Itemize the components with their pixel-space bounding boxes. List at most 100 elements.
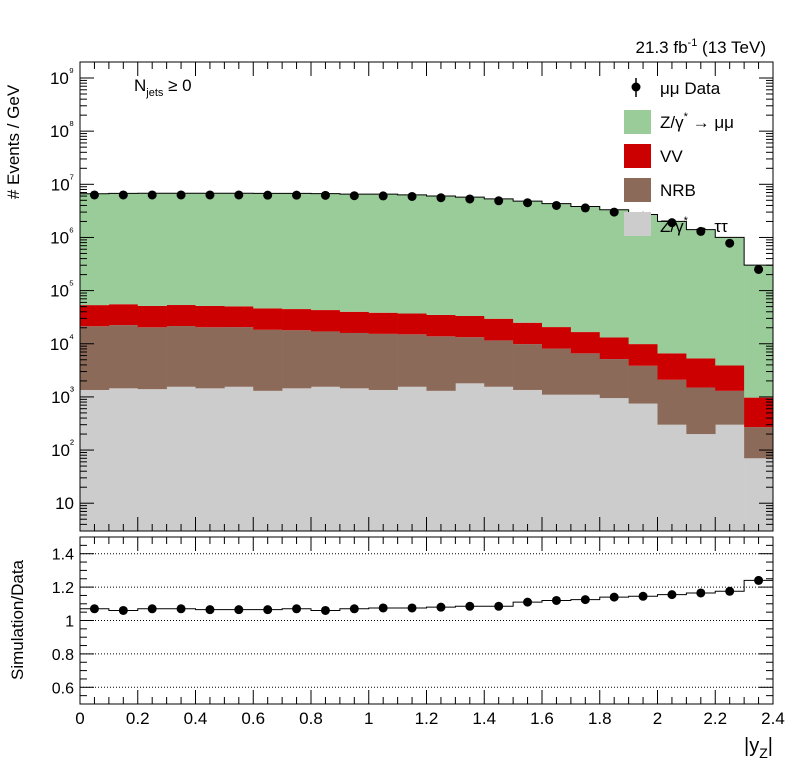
bar-nrb	[570, 353, 601, 395]
y-tick-label: 10⁵	[50, 278, 74, 301]
bar-vv	[628, 344, 658, 366]
bar-vv	[426, 314, 456, 337]
y-tick-label: 10⁸	[50, 118, 74, 141]
data-point	[205, 190, 215, 200]
bar-zmm	[195, 193, 225, 306]
bar-ztt	[744, 458, 774, 531]
bar-ztt	[513, 389, 543, 531]
ratio-point	[205, 605, 215, 615]
bar-zmm	[542, 203, 572, 328]
bar-ztt	[80, 389, 110, 531]
ratio-point	[551, 595, 561, 605]
bar-ztt	[542, 394, 572, 531]
bar-zmm	[628, 214, 658, 345]
bar-vv	[108, 304, 139, 326]
bar-ztt	[195, 388, 225, 531]
y-tick-label: 10³	[51, 384, 74, 407]
bottom-y-ticks: 0.6 0.8 1 1.2 1.4	[52, 536, 773, 705]
bar-nrb	[484, 340, 514, 387]
bar-vv	[397, 313, 427, 335]
bar-ztt	[282, 388, 312, 531]
ratio-point	[754, 575, 764, 585]
legend-swatch-nrb	[624, 178, 651, 202]
bar-zmm	[311, 193, 341, 311]
x-tick-label: 1.2	[415, 709, 439, 728]
bar-ztt	[397, 386, 427, 531]
x-tick-label: 1.8	[588, 709, 612, 728]
bar-vv	[513, 322, 543, 345]
bar-nrb	[224, 327, 254, 387]
bar-nrb	[195, 327, 225, 389]
bar-ztt	[599, 398, 629, 531]
data-point	[263, 190, 273, 200]
x-tick-label: 1.4	[472, 709, 496, 728]
bar-vv	[570, 332, 601, 354]
ratio-point	[118, 605, 128, 615]
bar-vv	[542, 327, 572, 349]
data-point	[754, 264, 764, 274]
legend-entry-vv: VV	[624, 144, 683, 168]
legend-swatch-zmm	[624, 110, 651, 134]
ratio-point	[465, 601, 475, 611]
ratio-point	[320, 605, 330, 615]
y-axis-label-top: # Events / GeV	[4, 84, 23, 199]
ratio-point	[580, 595, 590, 605]
data-point	[465, 194, 475, 204]
x-tick-label: 0.6	[241, 709, 265, 728]
bar-zmm	[339, 194, 370, 312]
ratio-point	[609, 592, 619, 602]
data-point	[234, 190, 244, 200]
x-tick-label: 1.6	[530, 709, 554, 728]
data-point	[551, 200, 561, 210]
bar-vv	[311, 310, 341, 332]
bar-vv	[80, 305, 110, 327]
bar-nrb	[599, 359, 629, 399]
legend-swatch-ztt	[624, 212, 651, 236]
bar-nrb	[80, 326, 110, 390]
x-tick-label: 0.4	[184, 709, 208, 728]
bar-vv	[599, 337, 629, 360]
y-tick-label: 10⁷	[51, 171, 74, 194]
data-point	[609, 207, 619, 217]
ratio-point	[263, 605, 273, 615]
bar-ztt	[339, 388, 370, 531]
y-axis-label-bottom: Simulation/Data	[8, 559, 27, 680]
lumi-text: 21.3 fb-1 (13 TeV)	[636, 37, 766, 57]
bar-vv	[657, 353, 687, 380]
legend-entry-nrb: NRB	[624, 178, 696, 202]
ratio-point	[494, 601, 504, 611]
legend-label-data: μμ Data	[660, 79, 721, 98]
x-tick-label: 2.2	[703, 709, 727, 728]
bar-nrb	[628, 365, 658, 404]
ratio-y-tick-label: 1.2	[52, 580, 74, 597]
bar-nrb	[513, 344, 543, 390]
ratio-point	[89, 604, 99, 614]
y-tick-label: 10⁶	[50, 224, 74, 247]
legend-swatch-vv	[624, 144, 651, 168]
bar-zmm	[715, 237, 745, 366]
bar-nrb	[253, 329, 283, 391]
bar-ztt	[368, 389, 398, 531]
bar-nrb	[368, 333, 398, 390]
data-point	[725, 238, 735, 248]
bar-ztt	[166, 386, 196, 531]
bar-nrb	[108, 325, 139, 389]
data-point	[378, 191, 388, 201]
data-point	[349, 191, 359, 201]
data-point	[494, 196, 504, 206]
bar-nrb	[426, 336, 456, 391]
bottom-x-ticks: 0 0.2 0.4 0.6 0.8 1 1.2 1.4 1.6 1.8 2 2.2 2.4	[75, 537, 785, 728]
bar-vv	[195, 305, 225, 328]
bar-nrb	[137, 327, 167, 390]
x-tick-label: 2	[653, 709, 662, 728]
bar-nrb	[311, 331, 341, 387]
x-tick-label: 2.4	[761, 709, 785, 728]
bar-ztt	[715, 424, 745, 531]
bar-nrb	[166, 326, 196, 387]
bar-zmm	[744, 265, 774, 398]
ratio-point	[147, 604, 157, 614]
bar-zmm	[484, 198, 514, 319]
ratio-point	[176, 604, 186, 614]
bar-ztt	[657, 424, 687, 531]
